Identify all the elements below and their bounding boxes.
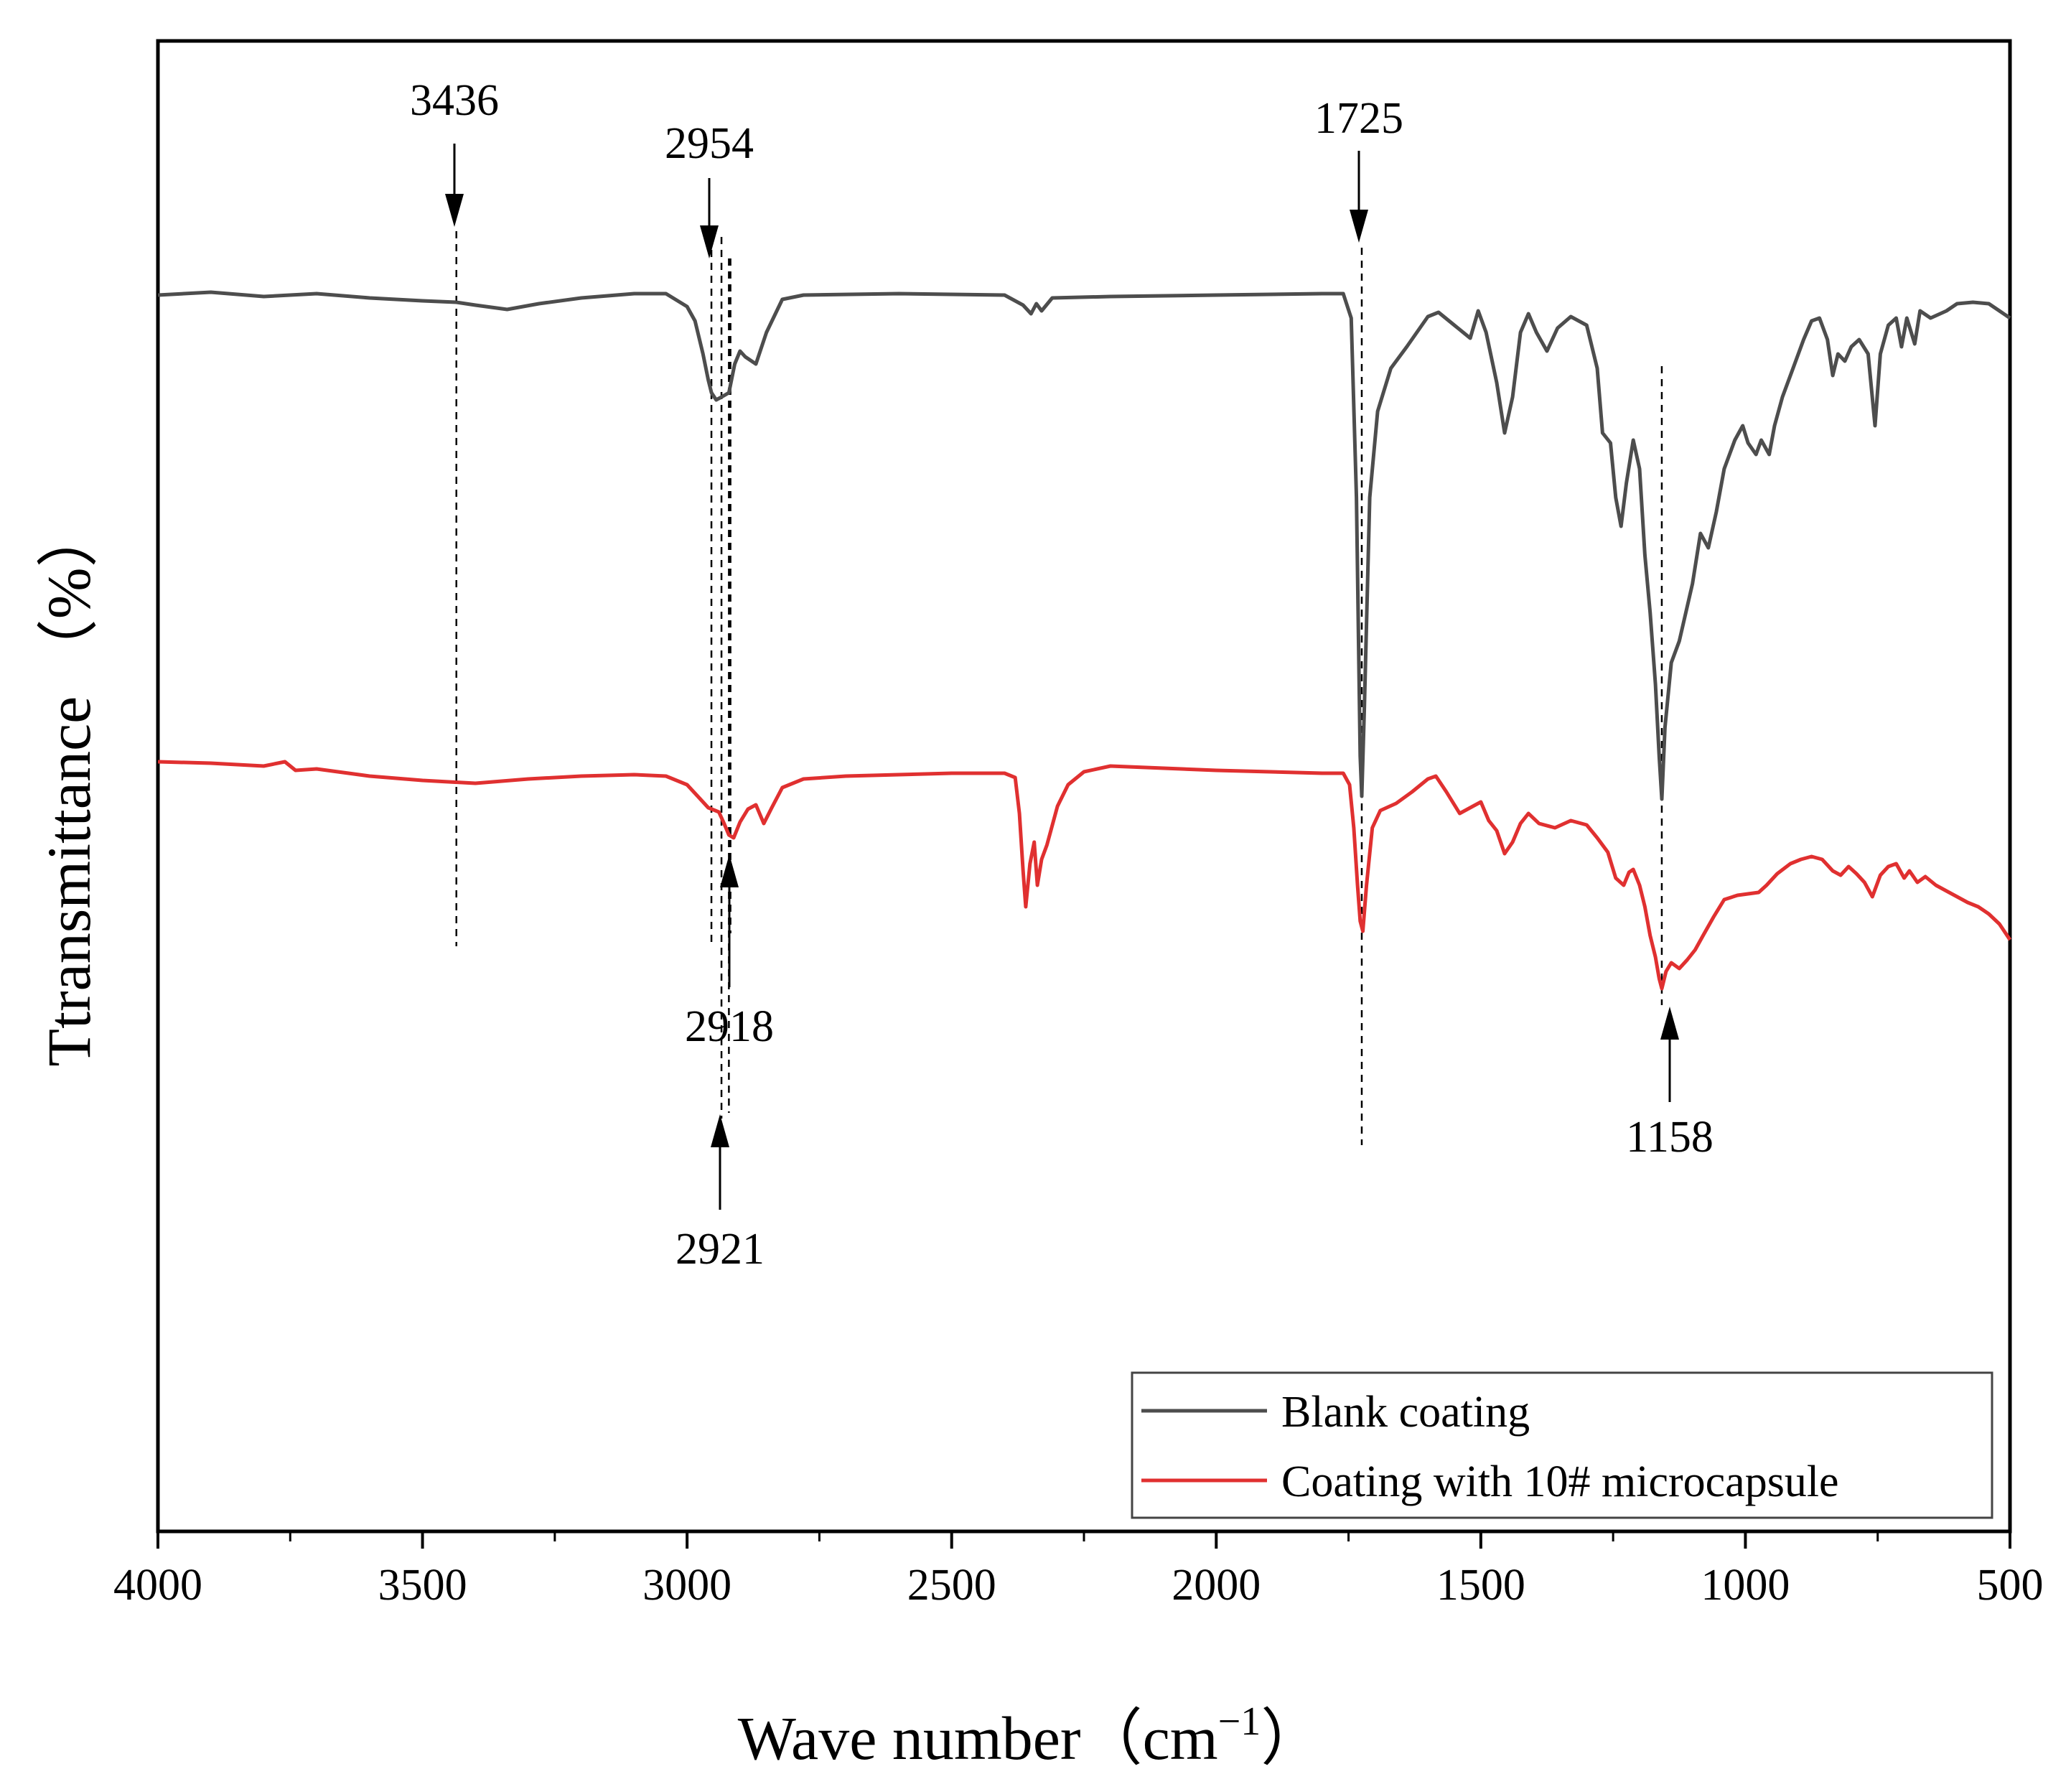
x-tick-label-2500: 2500 xyxy=(907,1561,996,1610)
annotation-2918-label: 2918 xyxy=(685,1002,774,1051)
x-axis-title-main: Wave number xyxy=(738,1704,1081,1773)
peak-annotations: 3436 2954 1725 2918 2921 1158 xyxy=(410,76,1714,1274)
annotation-2921-label: 2921 xyxy=(675,1225,765,1274)
x-axis-title-close: ） xyxy=(1261,1704,1322,1773)
arrow-2921-head xyxy=(711,1114,729,1147)
x-tick-label-2000: 2000 xyxy=(1172,1561,1261,1610)
x-tick-label-4000: 4000 xyxy=(113,1561,202,1610)
x-axis-title-unit: （cm xyxy=(1081,1704,1218,1773)
arrow-2954-head xyxy=(700,225,719,258)
x-ticks xyxy=(156,1531,2011,1549)
x-tick-label-3500: 3500 xyxy=(378,1561,467,1610)
x-tick-label-1000: 1000 xyxy=(1701,1561,1790,1610)
legend-label-blank: Blank coating xyxy=(1281,1388,1530,1437)
series-line-1 xyxy=(157,760,2012,991)
annotation-2954-label: 2954 xyxy=(665,119,754,168)
legend: Blank coating Coating with 10# microcaps… xyxy=(1131,1371,1993,1519)
series-line-0 xyxy=(157,290,2011,801)
annotation-3436-label: 3436 xyxy=(410,76,499,125)
arrow-2918-head xyxy=(720,854,739,887)
annotation-1158-label: 1158 xyxy=(1626,1113,1714,1162)
legend-label-microcapsule: Coating with 10# microcapsule xyxy=(1281,1457,1839,1506)
y-axis-title: Ttransmittance （%） xyxy=(34,506,103,1067)
arrow-1725-head xyxy=(1350,210,1368,243)
x-axis-title: Wave number（cm−1） xyxy=(738,1699,1323,1773)
x-tick-label-500: 500 xyxy=(1977,1561,2044,1610)
series-lines xyxy=(157,290,2012,991)
annotation-1725-label: 1725 xyxy=(1314,94,1403,143)
x-axis-title-sup: −1 xyxy=(1218,1699,1261,1744)
x-tick-label-3000: 3000 xyxy=(642,1561,731,1610)
plot-frame xyxy=(156,39,2012,1534)
x-tick-label-1500: 1500 xyxy=(1436,1561,1525,1610)
x-tick-labels: 4000 3500 3000 2500 2000 1500 1000 500 xyxy=(113,1561,2044,1610)
legend-box xyxy=(1131,1371,1993,1519)
arrow-1158-head xyxy=(1660,1007,1679,1040)
reference-lines xyxy=(455,231,1663,1145)
arrow-3436-head xyxy=(445,194,464,227)
